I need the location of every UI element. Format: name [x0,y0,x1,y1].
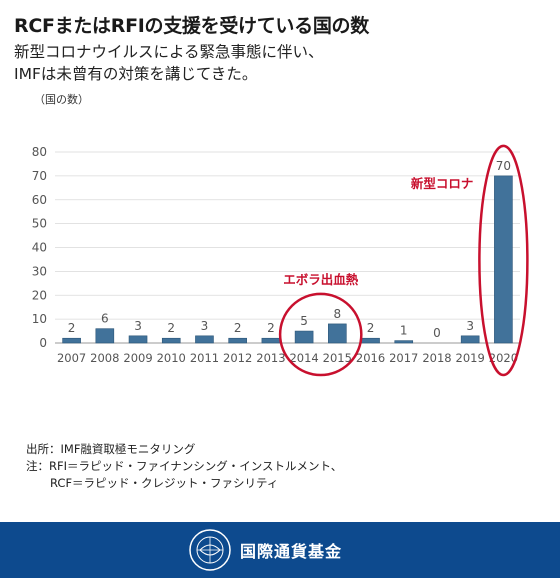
chart-svg: 0102030405060708022007620083200922010320… [32,144,529,377]
y-axis-unit-label: （国の数） [34,93,89,106]
y-tick-label: 0 [39,336,47,350]
x-tick-label: 2011 [190,351,219,365]
bar-value-label: 1 [400,324,408,338]
x-tick-label: 2010 [157,351,186,365]
x-tick-label: 2009 [123,351,152,365]
chart-title: RCFまたはRFIの支援を受けている国の数 [14,15,369,37]
x-tick-label: 2019 [456,351,485,365]
bar-value-label: 2 [68,321,76,335]
bar [95,328,115,344]
annotation-label: 新型コロナ [411,176,474,191]
bar [228,337,247,344]
bar-value-label: 6 [101,312,109,326]
bar-value-label: 3 [134,319,142,333]
bar-value-label: 5 [300,314,308,328]
bar [328,323,347,344]
x-tick-label: 2017 [389,351,418,365]
y-tick-label: 70 [32,169,47,183]
footnote-rfi: 注：RFI＝ラピッド・ファイナンシング・インストルメント、 [26,459,343,473]
bar [394,340,414,344]
bar-value-label: 70 [496,159,511,173]
x-tick-label: 2008 [90,351,119,365]
bar-value-label: 2 [367,321,375,335]
subtitle-line-2: IMFは未曾有の対策を講じてきた。 [14,65,258,83]
bar-value-label: 3 [466,319,474,333]
x-tick-label: 2018 [422,351,451,365]
y-tick-label: 60 [32,193,47,207]
bar-chart: 0 10 20 30 40 50 60 70 80 2 2007 6 2008 3 2009 2 2010 3 20… [0,120,560,420]
footer-banner: 国際通貨基金 [0,522,560,578]
x-tick-label: 2013 [256,351,285,365]
x-tick-label: 2014 [289,351,318,365]
bar [261,337,281,344]
bar-value-label: 3 [201,319,209,333]
y-tick-label: 80 [32,145,47,159]
bar-value-label: 2 [167,321,175,335]
bar [294,330,314,344]
bar [460,335,480,344]
bar [62,337,81,344]
annotation-ellipse [278,292,363,377]
bar [128,335,148,344]
y-tick-label: 10 [32,312,47,326]
x-tick-label: 2016 [356,351,385,365]
y-tick-label: 50 [32,217,47,231]
bar [361,337,380,344]
bar-value-label: 0 [433,326,441,340]
x-tick-label: 2007 [57,351,86,365]
annotation-label: エボラ出血熱 [283,272,359,287]
subtitle-line-1: 新型コロナウイルスによる緊急事態に伴い、 [14,43,324,61]
footnote-rcf: RCF＝ラピッド・クレジット・ファシリティ [50,476,279,490]
y-tick-label: 40 [32,241,47,255]
source-note: 出所：IMF融資取極モニタリング [26,442,196,456]
bar [494,175,513,344]
organization-name: 国際通貨基金 [240,542,343,561]
x-tick-label: 2012 [223,351,252,365]
bar [195,335,214,344]
y-tick-label: 20 [32,288,47,302]
bar-value-label: 8 [334,307,342,321]
bar [161,337,181,344]
x-tick-label: 2015 [323,351,352,365]
imf-seal-logo [189,529,231,571]
y-tick-label: 30 [32,264,47,278]
bar-value-label: 2 [234,321,242,335]
x-tick-label: 2020 [489,351,518,365]
bar-value-label: 2 [267,321,275,335]
annotation-ellipse [478,144,529,377]
